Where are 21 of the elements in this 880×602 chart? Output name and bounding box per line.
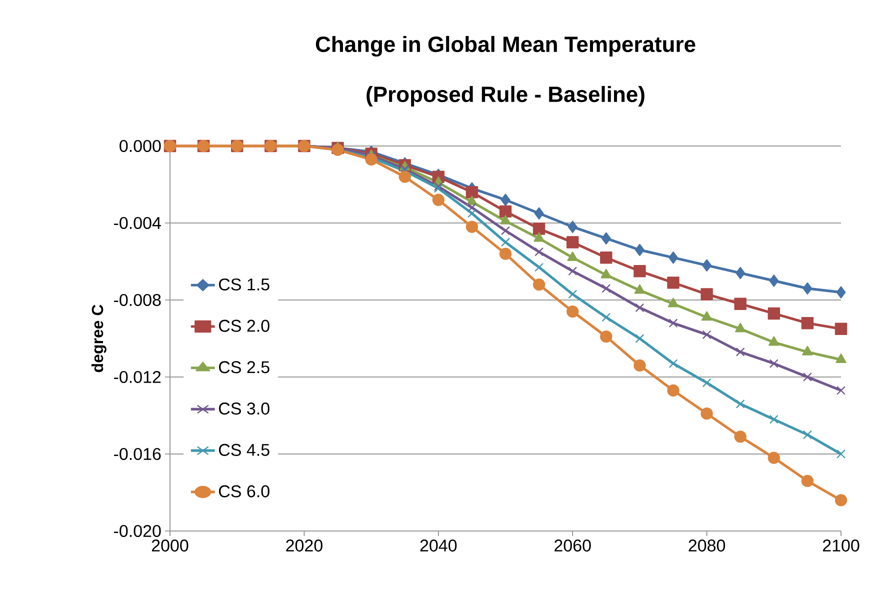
legend-label: CS 1.5 bbox=[218, 278, 270, 290]
legend-label: CS 3.0 bbox=[218, 402, 270, 415]
x-tick-label: 2060 bbox=[554, 540, 591, 552]
chart-subtitle: (Proposed Rule - Baseline) bbox=[366, 86, 644, 106]
y-tick-label: 0.000 bbox=[120, 140, 161, 152]
y-tick-label: -0.020 bbox=[114, 524, 161, 538]
y-tick-label: -0.016 bbox=[114, 448, 161, 460]
y-tick-label: -0.004 bbox=[114, 216, 161, 230]
x-tick-label: 2040 bbox=[420, 540, 457, 552]
legend-label: CS 4.5 bbox=[218, 444, 270, 456]
x-tick-label: 2020 bbox=[286, 540, 322, 552]
x-tick-label: 2000 bbox=[152, 540, 188, 552]
legend-label: CS 2.0 bbox=[218, 320, 270, 332]
y-tick-label: -0.012 bbox=[114, 370, 161, 384]
chart-title: Change in Global Mean Temperature bbox=[316, 36, 696, 57]
y-axis-title: degree C bbox=[91, 304, 106, 372]
y-tick-label: -0.008 bbox=[114, 294, 161, 306]
x-tick-label: 2100 bbox=[822, 540, 860, 552]
legend-label: CS 2.5 bbox=[218, 361, 270, 374]
x-tick-label: 2080 bbox=[688, 540, 726, 552]
legend-label: CS 6.0 bbox=[218, 485, 270, 498]
